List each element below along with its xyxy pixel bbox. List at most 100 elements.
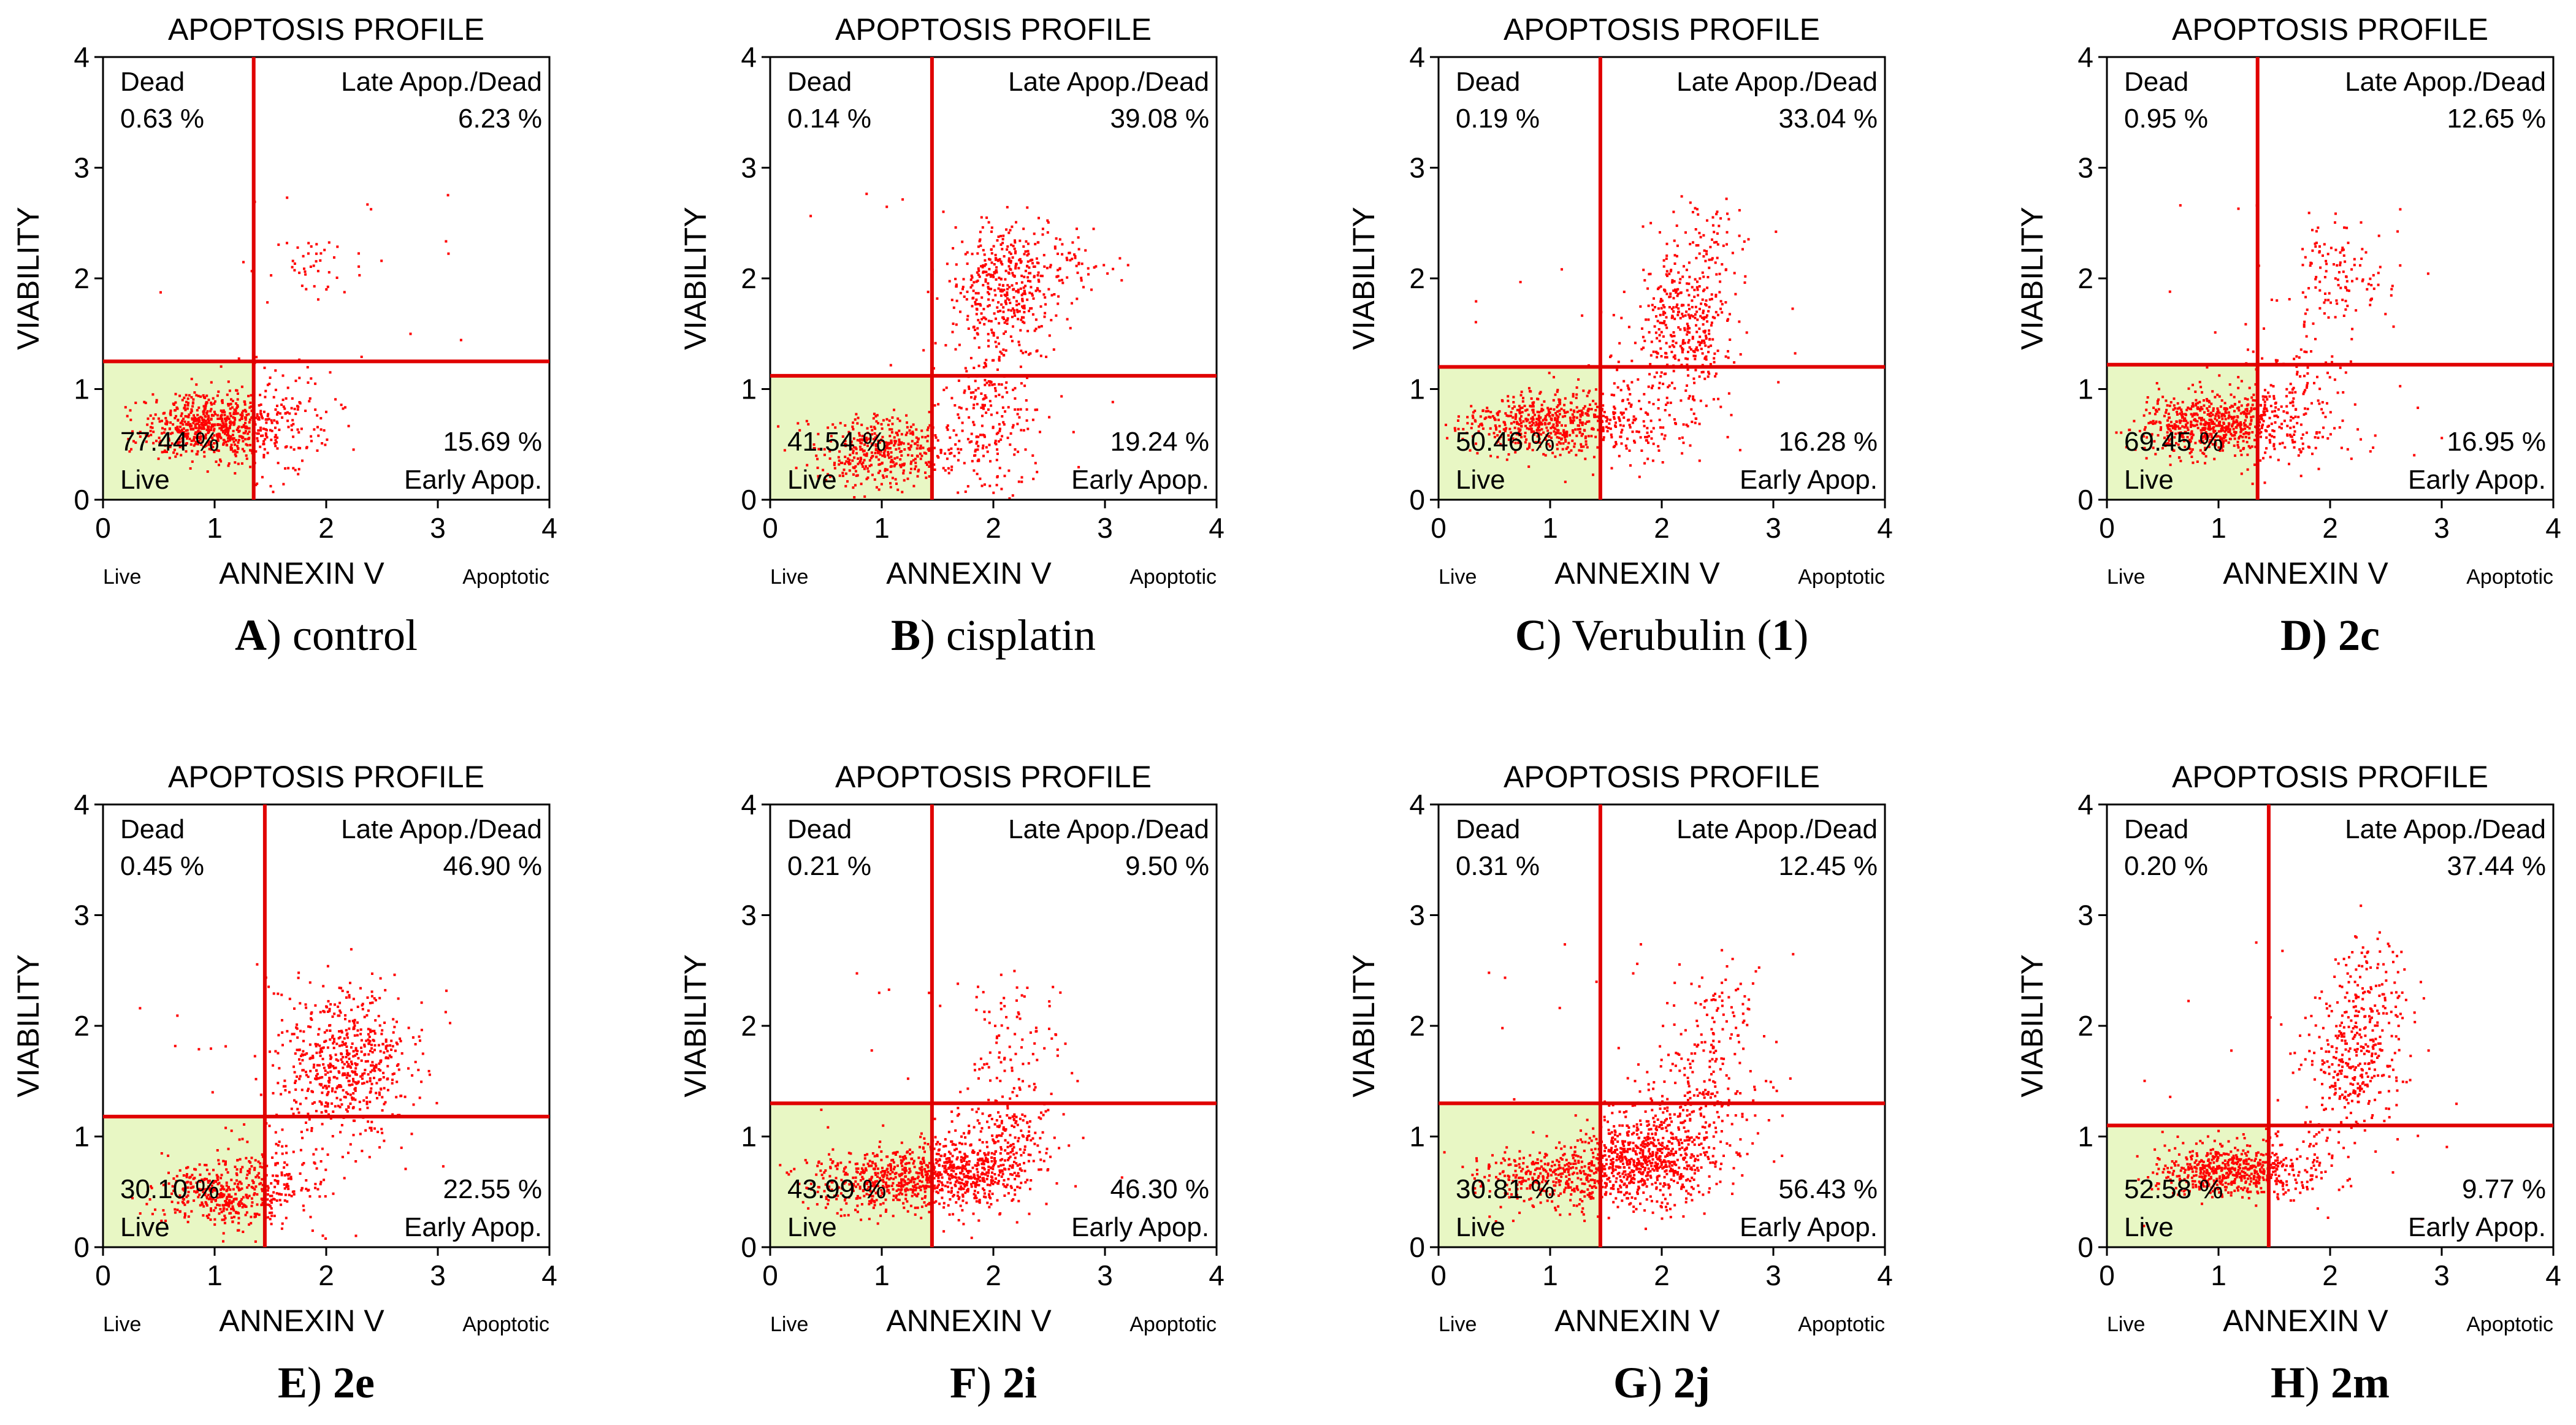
scatter-point [2241,435,2244,438]
scatter-point [1000,487,1003,491]
scatter-point [2245,404,2249,407]
scatter-point [229,423,232,426]
scatter-point [2345,280,2349,283]
scatter-point [966,315,969,318]
scatter-point [144,402,147,405]
scatter-point [1707,276,1710,278]
scatter-point [982,407,985,410]
scatter-point [983,264,986,267]
scatter-point [877,458,881,461]
scatter-point [224,429,227,432]
scatter-point [1659,426,1662,429]
scatter-point [1554,417,1557,420]
scatter-point [356,1034,359,1037]
scatter-point [2219,430,2222,433]
scatter-point [1695,330,1699,334]
scatter-point [2228,383,2231,386]
scatter-point [197,427,201,430]
y-tick-label: 0 [74,484,90,516]
scatter-point [1023,292,1026,296]
scatter-point [1066,318,1069,321]
scatter-point [2196,402,2200,405]
scatter-point [2230,432,2233,435]
scatter-point [2210,402,2213,405]
scatter-point [207,421,210,424]
scatter-point [927,426,930,429]
scatter-point [2250,396,2253,399]
scatter-point [237,1229,240,1232]
scatter-point [180,454,183,457]
scatter-point [368,1036,371,1038]
scatter-point [201,416,204,419]
scatter-point [2222,422,2225,425]
scatter-point [2181,425,2184,428]
scatter-point [1065,256,1068,259]
scatter-point [2252,415,2255,418]
scatter-point [1057,252,1059,255]
scatter-point [992,299,995,302]
scatter-point [1012,325,1014,328]
scatter-point [979,321,982,324]
scatter-point [2184,417,2187,420]
scatter-point [1729,338,1732,341]
scatter-point [1711,224,1714,227]
scatter-point [1661,299,1664,302]
scatter-point [975,435,978,438]
scatter-point [269,1205,272,1208]
scatter-point [2351,327,2354,330]
scatter-point [827,473,829,476]
scatter-point [274,445,277,448]
scatter-point [1507,438,1510,441]
scatter-point [276,1161,279,1164]
scatter-point [848,469,851,472]
scatter-point [983,434,986,437]
scatter-point [2245,441,2249,444]
scatter-point [995,278,998,281]
scatter-point [2207,427,2210,430]
scatter-point [996,306,999,309]
scatter-point [1030,258,1033,261]
scatter-point [266,383,269,386]
scatter-point [1697,340,1700,343]
scatter-point [1608,422,1611,425]
scatter-point [217,1159,220,1162]
scatter-point [1700,348,1703,350]
scatter-point [1709,245,1712,248]
scatter-point [1564,440,1567,443]
scatter-point [2167,437,2170,440]
scatter-point [1044,303,1047,306]
scatter-point [973,469,976,472]
scatter-point [2217,446,2220,449]
scatter-point [319,259,322,262]
scatter-point [2235,419,2238,422]
scatter-point [294,412,297,415]
scatter-point [884,449,887,451]
scatter-point [273,1198,276,1201]
scatter-point [957,413,960,416]
scatter-point [1582,389,1585,392]
scatter-point [310,1017,312,1020]
scatter-point [185,1175,188,1179]
scatter-point [187,1215,190,1218]
scatter-point [190,378,193,381]
scatter-point [1675,224,1678,227]
scatter-point [1714,261,1717,264]
scatter-point [1602,436,1605,439]
scatter-point [366,203,369,206]
scatter-point [181,419,184,422]
scatter-point [1594,402,1597,405]
scatter-point [357,252,360,255]
scatter-point [241,1166,244,1169]
scatter-point [985,359,988,362]
scatter-point [222,438,225,441]
scatter-point [896,434,899,437]
scatter-point [863,449,866,453]
scatter-point [1540,407,1543,410]
scatter-point [388,1054,391,1057]
scatter-point [286,1163,289,1166]
scatter-point [314,382,317,385]
scatter-point [1036,287,1039,290]
scatter-point [1618,342,1621,345]
scatter-point [357,265,361,268]
scatter-point [2344,308,2347,311]
